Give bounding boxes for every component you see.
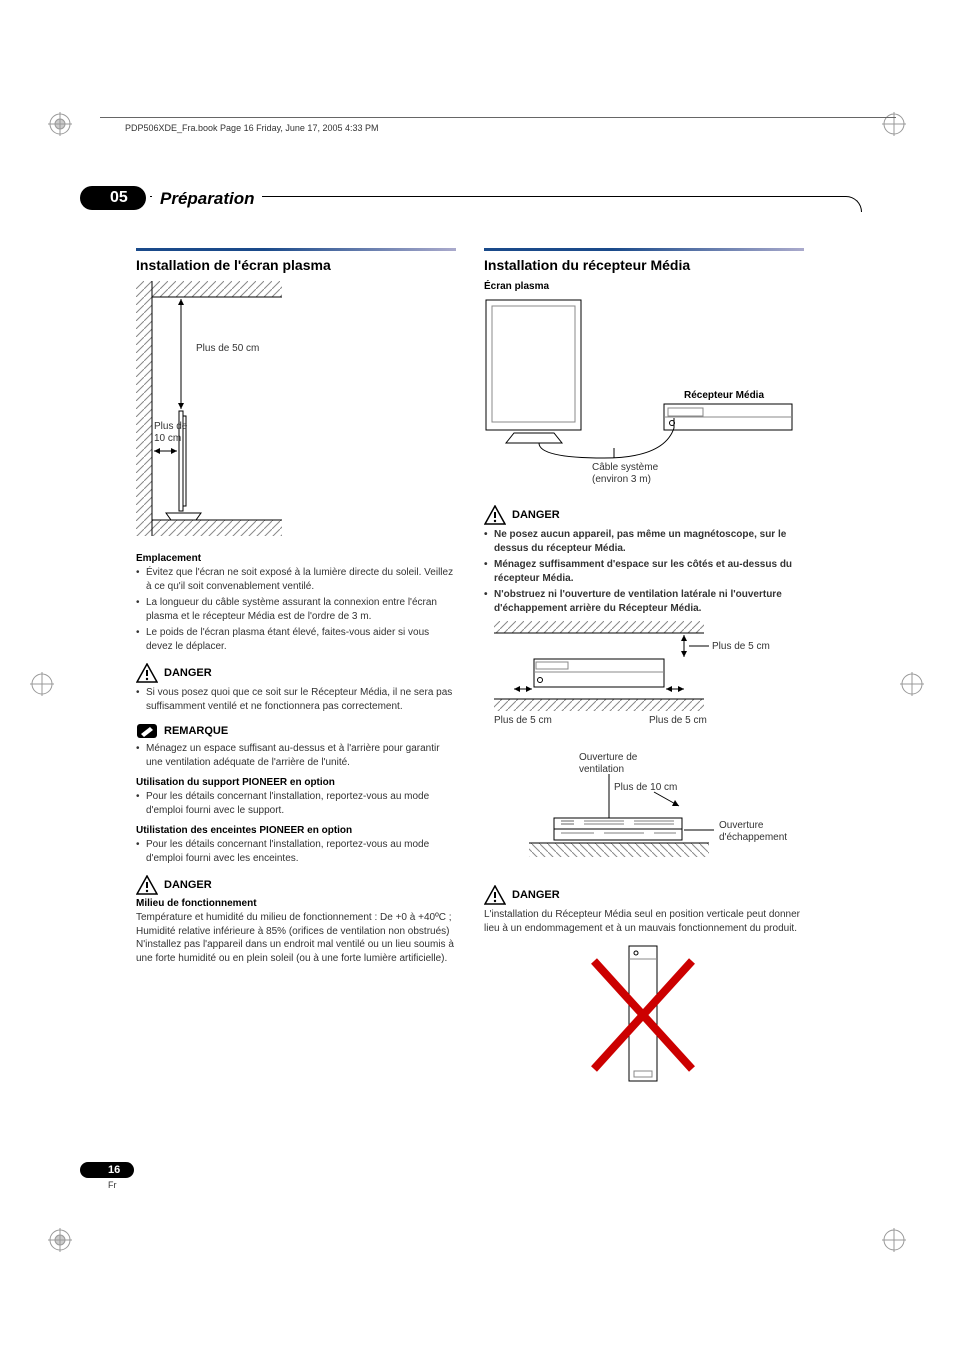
warning-icon: [484, 505, 506, 525]
danger-heading: DANGER: [136, 663, 456, 683]
print-mark-tr: [882, 112, 906, 136]
list-item: Évitez que l'écran ne soit exposé à la l…: [136, 566, 456, 593]
list-item: Ne posez aucun appareil, pas même un mag…: [484, 528, 804, 555]
danger-label: DANGER: [512, 509, 560, 521]
remarque-heading: REMARQUE: [136, 723, 456, 739]
header-rule: [100, 117, 896, 118]
enceintes-title: Utilistation des enceintes PIONEER en op…: [136, 825, 456, 836]
danger-heading: DANGER: [136, 875, 456, 895]
note-icon: [136, 723, 158, 739]
remarque-label: REMARQUE: [164, 725, 228, 737]
page-lang: Fr: [108, 1180, 134, 1190]
chapter-title: Préparation: [152, 186, 262, 212]
list-item: La longueur du câble système assurant la…: [136, 596, 456, 623]
list-item: Le poids de l'écran plasma étant élevé, …: [136, 626, 456, 653]
svg-text:Plus de 5 cm: Plus de 5 cm: [494, 715, 552, 726]
danger-heading: DANGER: [484, 505, 804, 525]
right-h2: Installation du récepteur Média: [484, 257, 804, 273]
accent-bar: [136, 248, 456, 251]
warning-icon: [136, 663, 158, 683]
page-number: 16: [80, 1162, 134, 1178]
warning-icon: [484, 885, 506, 905]
print-mark-br: [882, 1228, 906, 1252]
list-item: Pour les détails concernant l'installati…: [136, 790, 456, 817]
list-item: Pour les détails concernant l'installati…: [136, 838, 456, 865]
ecran-plasma-label: Écran plasma: [484, 281, 804, 292]
svg-text:Plus de 10 cm: Plus de 10 cm: [614, 782, 677, 793]
svg-text:Récepteur Média: Récepteur Média: [684, 390, 764, 401]
svg-text:Plus de 50 cm: Plus de 50 cm: [196, 343, 259, 354]
header-book-info: PDP506XDE_Fra.book Page 16 Friday, June …: [125, 123, 379, 133]
svg-text:Ouverture: Ouverture: [719, 820, 764, 831]
left-h2: Installation de l'écran plasma: [136, 257, 456, 273]
emplacement-title: Emplacement: [136, 553, 456, 564]
print-mark-mr: [900, 672, 924, 696]
list-item: N'obstruez ni l'ouverture de ventilation…: [484, 588, 804, 615]
milieu-title: Milieu de fonctionnement: [136, 898, 456, 909]
svg-text:Plus de: Plus de: [154, 421, 188, 432]
list-item: Ménagez un espace suffisant au-dessus et…: [136, 742, 456, 769]
plasma-clearance-diagram: Plus de 50 cm Plus de 10 cm: [136, 281, 456, 541]
print-mark-ml: [30, 672, 54, 696]
right-column: Installation du récepteur Média Écran pl…: [484, 248, 804, 1108]
danger-label: DANGER: [164, 667, 212, 679]
list-item: Ménagez suffisamment d'espace sur les cô…: [484, 558, 804, 585]
support-title: Utilisation du support PIONEER en option: [136, 777, 456, 788]
milieu-text: Température et humidité du milieu de fon…: [136, 911, 456, 965]
svg-text:Plus de 5 cm: Plus de 5 cm: [712, 641, 770, 652]
svg-text:10 cm: 10 cm: [154, 433, 181, 444]
vertical-forbidden-diagram: [484, 941, 804, 1096]
svg-text:ventilation: ventilation: [579, 764, 624, 775]
clearance-diagram: Plus de 5 cm Plus de 5 cm Plus de 5 cm: [484, 621, 804, 736]
emplacement-list: Évitez que l'écran ne soit exposé à la l…: [136, 566, 456, 653]
page-footer: 16 Fr: [80, 1160, 134, 1190]
list-item: Si vous posez quoi que ce soit sur le Ré…: [136, 686, 456, 713]
print-mark-bl: [48, 1228, 72, 1252]
danger-label: DANGER: [512, 889, 560, 901]
danger-list: Ne posez aucun appareil, pas même un mag…: [484, 528, 804, 615]
svg-text:Plus de 5 cm: Plus de 5 cm: [649, 715, 707, 726]
connection-diagram: Récepteur Média Câble système (environ 3…: [484, 298, 804, 493]
danger-label: DANGER: [164, 879, 212, 891]
accent-bar: [484, 248, 804, 251]
print-mark-tl: [48, 112, 72, 136]
warning-icon: [136, 875, 158, 895]
svg-text:Ouverture de: Ouverture de: [579, 752, 638, 763]
svg-text:(environ 3 m): (environ 3 m): [592, 474, 651, 485]
svg-text:Câble système: Câble système: [592, 462, 659, 473]
danger-heading: DANGER: [484, 885, 804, 905]
danger-text: L'installation du Récepteur Média seul e…: [484, 908, 804, 935]
svg-text:d'échappement: d'échappement: [719, 832, 787, 843]
ventilation-diagram: Ouverture de ventilation Plus de 10 cm: [484, 748, 804, 873]
left-column: Installation de l'écran plasma: [136, 248, 456, 1108]
chapter-number: 05: [80, 186, 146, 210]
